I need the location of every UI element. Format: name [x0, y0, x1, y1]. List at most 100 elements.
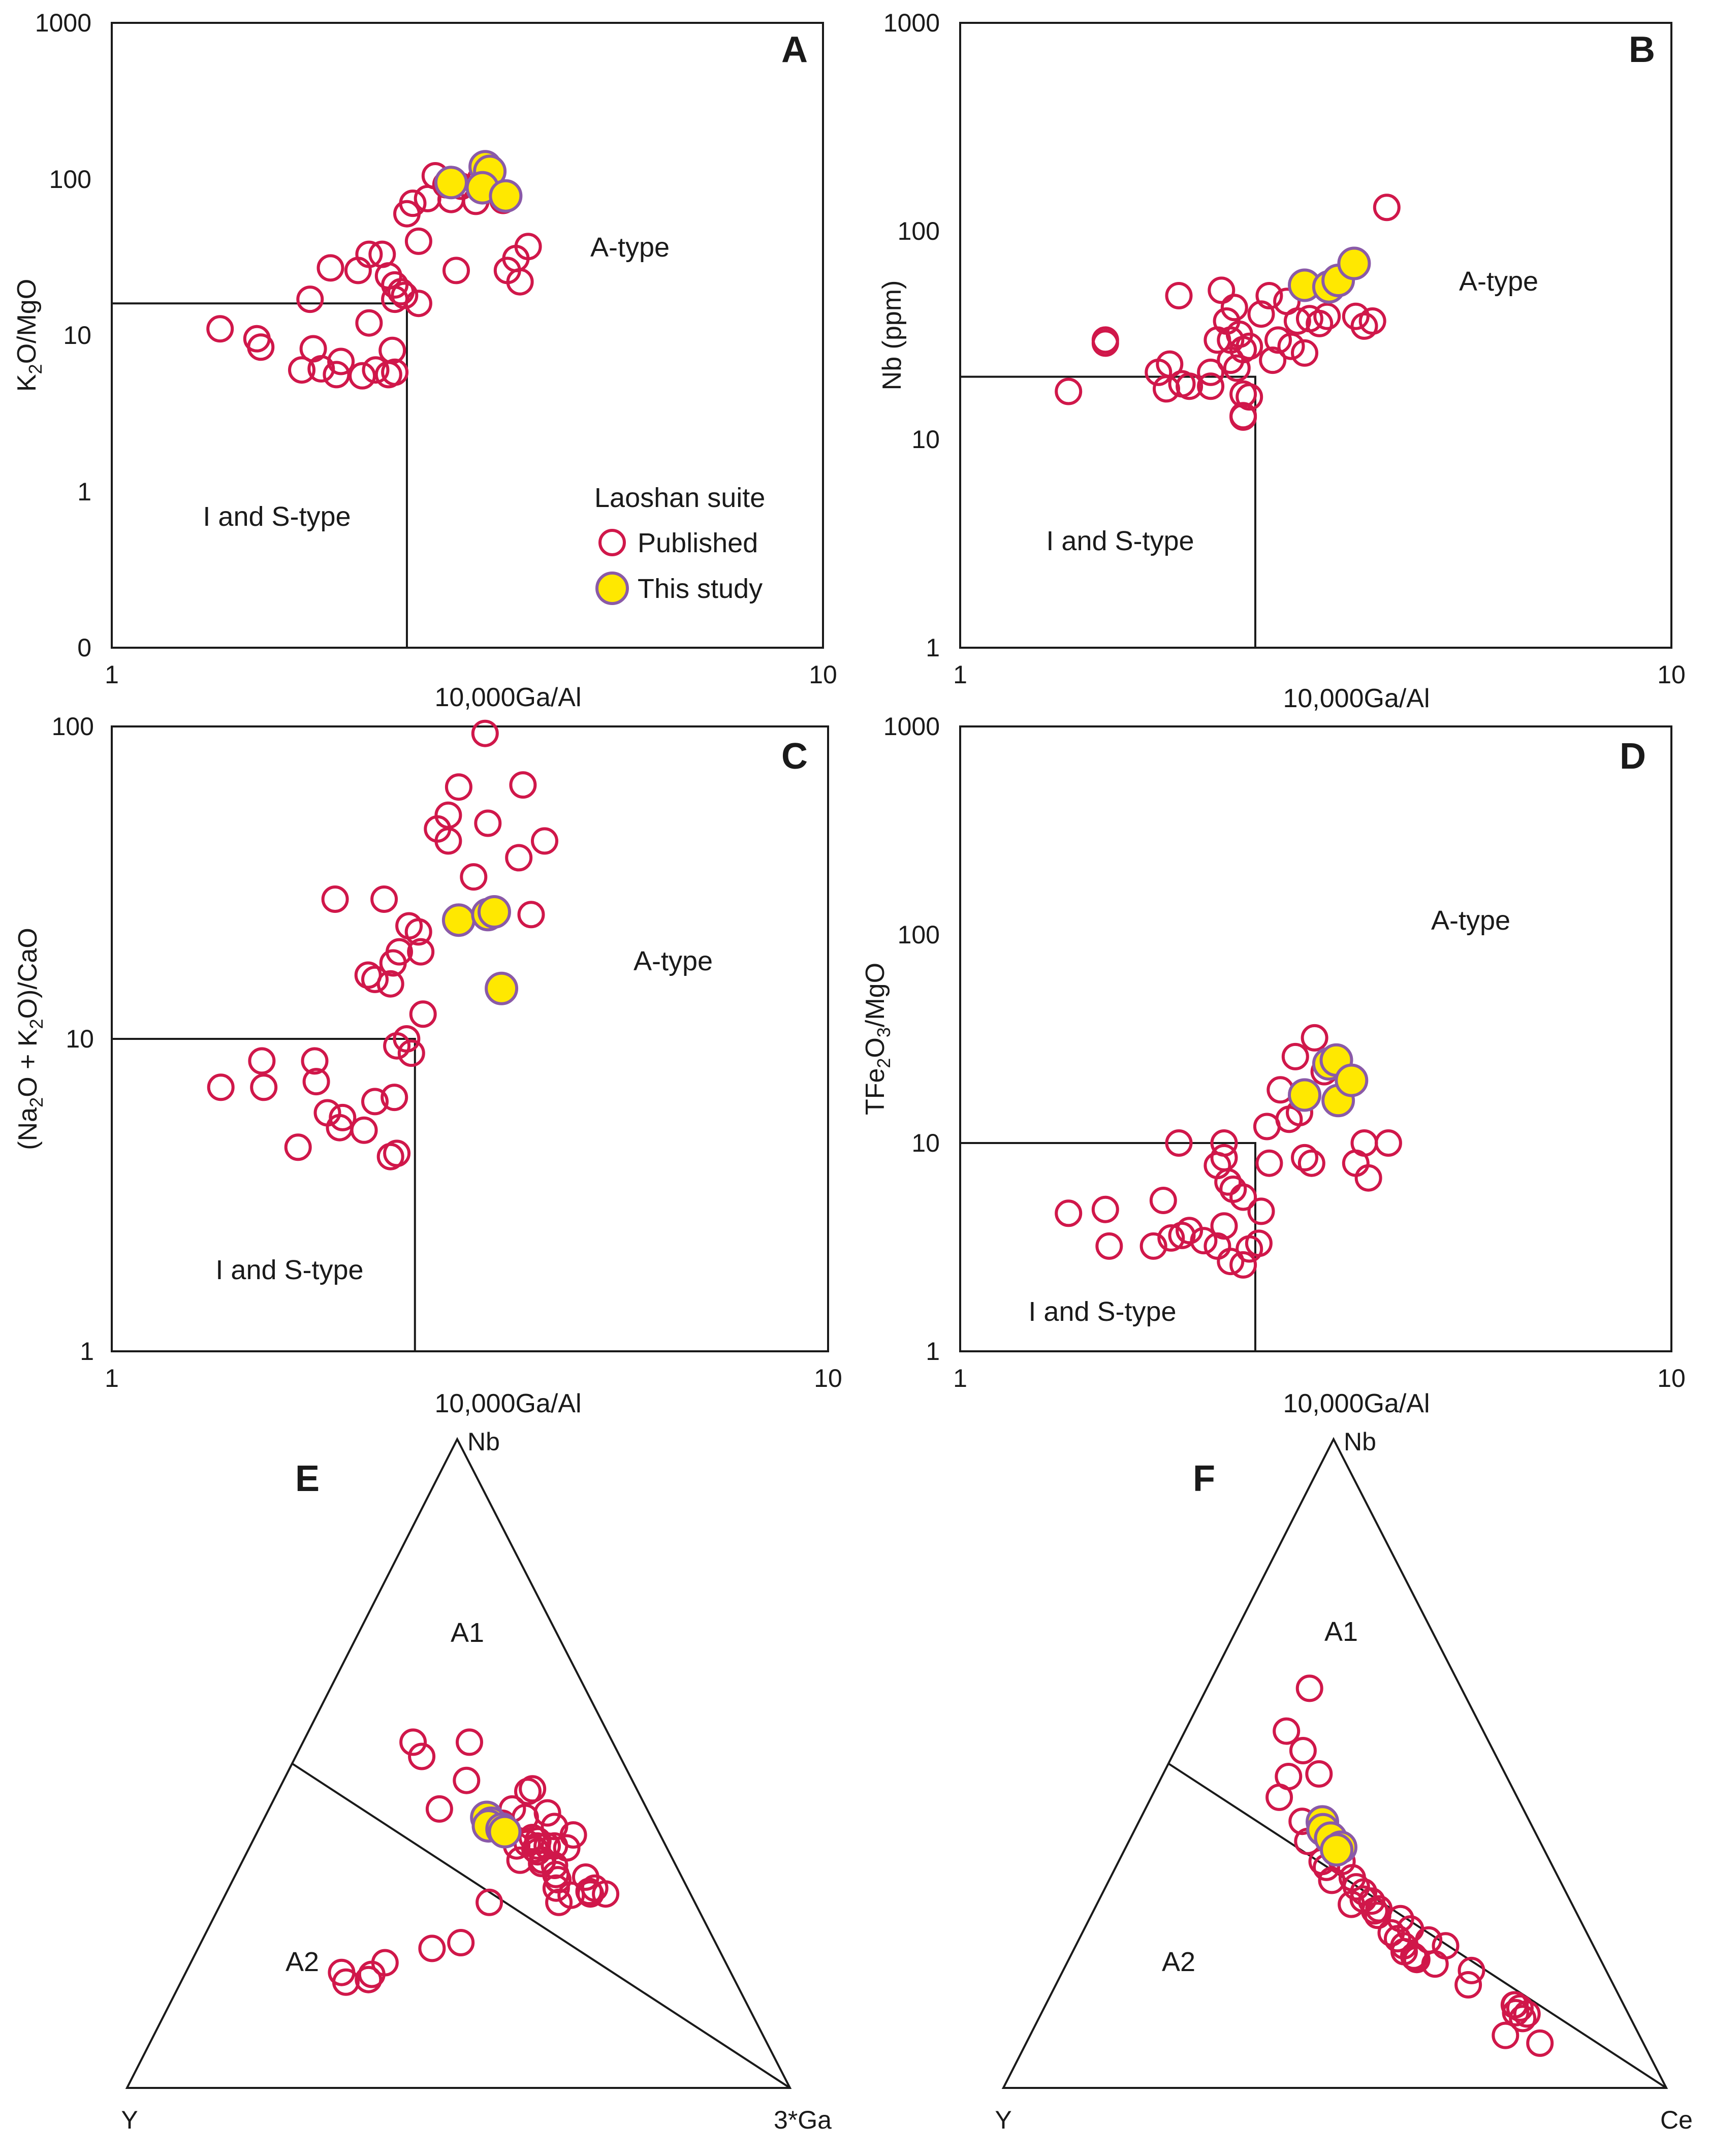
published-point [1526, 2029, 1554, 2057]
published-point [355, 240, 383, 268]
published-point [1190, 1227, 1218, 1255]
i-s-type-label: I and S-type [1046, 526, 1194, 556]
published-point [1255, 282, 1283, 309]
a-type-label: A-type [590, 232, 670, 263]
published-point [1247, 1197, 1275, 1225]
published-point [445, 773, 472, 801]
published-point [1383, 1925, 1411, 1953]
published-point [313, 1099, 341, 1127]
published-point [404, 227, 432, 255]
x-tick-label: 1 [953, 660, 967, 689]
a-type-boundary-line [960, 1142, 1256, 1351]
published-point [404, 290, 432, 318]
vertex-left-label: Y [995, 2106, 1011, 2134]
plot-frame [111, 22, 824, 649]
field-a2-label: A2 [1162, 1947, 1195, 1977]
published-point [1265, 1783, 1293, 1811]
panel-c: C 100 10 1 1 10 10,000Ga/Al (Na2O + K2O)… [13, 712, 842, 1418]
a1-a2-boundary-line [1167, 1762, 1667, 2089]
published-point [361, 1088, 389, 1116]
published-point [378, 336, 406, 364]
published-point [316, 254, 344, 282]
published-point [456, 1728, 483, 1756]
published-point [329, 1103, 357, 1131]
published-point [1374, 1129, 1402, 1157]
published-point [355, 309, 383, 337]
a1-a2-boundary-line [291, 1762, 791, 2089]
published-point [248, 1047, 276, 1075]
published-point [1373, 194, 1401, 221]
plot-frame [959, 725, 1672, 1352]
published-point [381, 1084, 408, 1112]
published-point [1386, 1905, 1414, 1932]
published-point [524, 1838, 552, 1866]
y-tick-label: 10 [63, 321, 91, 350]
published-point [442, 257, 470, 284]
panel-label: C [781, 736, 808, 777]
published-point [391, 281, 419, 309]
published-point [1305, 1760, 1333, 1788]
published-point [1432, 1932, 1460, 1960]
published-point [1055, 1199, 1083, 1227]
published-point [1492, 2021, 1519, 2049]
published-point [447, 1929, 475, 1956]
published-point [1283, 307, 1311, 335]
panel-f: F Nb Y Ce A1 A2 [995, 1428, 1693, 2134]
published-point [519, 1775, 547, 1803]
field-a1-label: A1 [451, 1618, 484, 1648]
legend: Laoshan suite Published This study [594, 483, 765, 605]
published-point [247, 333, 275, 361]
this-study-point [1335, 1063, 1369, 1097]
published-point [1165, 1129, 1193, 1157]
published-point [362, 356, 390, 384]
published-point [383, 1139, 411, 1167]
published-point [327, 347, 355, 375]
this-study-point [1288, 1078, 1321, 1112]
x-tick-label: 1 [105, 1364, 119, 1392]
y-axis-label: (Na2O + K2O)/CaO [13, 928, 47, 1150]
published-point [425, 1795, 453, 1823]
published-point [1360, 1897, 1388, 1925]
published-point [1313, 302, 1341, 330]
y-tick-label: 1 [80, 1337, 94, 1366]
published-point [1509, 2005, 1537, 2033]
a-type-boundary-line [112, 1038, 416, 1351]
y-tick-label: 1 [926, 1337, 940, 1366]
i-s-type-label: I and S-type [1028, 1296, 1176, 1327]
a-type-boundary-line [960, 375, 1256, 648]
legend-this-study-marker [595, 572, 629, 605]
y-tick-label: 10 [66, 1025, 94, 1053]
published-point [1245, 1229, 1273, 1257]
published-point [206, 315, 234, 343]
published-point [1295, 1674, 1323, 1702]
published-point [1208, 276, 1236, 304]
published-point [1165, 282, 1193, 309]
published-point [1229, 1183, 1257, 1211]
published-point [1210, 1144, 1238, 1171]
published-point [407, 938, 435, 966]
legend-this-study-label: This study [638, 574, 763, 604]
a-type-label: A-type [1431, 905, 1510, 936]
panel-label: E [295, 1459, 320, 1499]
y-tick-label: 1 [926, 633, 940, 662]
published-point [397, 1039, 425, 1067]
this-study-point [434, 166, 468, 200]
published-point [1139, 1232, 1167, 1260]
published-point [408, 1742, 436, 1770]
y-tick-label: 1 [77, 478, 91, 506]
published-point [301, 1047, 329, 1075]
published-point [505, 844, 533, 872]
published-point [399, 189, 427, 217]
vertex-left-label: Y [121, 2106, 138, 2134]
a-type-label: A-type [634, 946, 713, 976]
published-point [1217, 1248, 1245, 1276]
published-point [1306, 309, 1334, 337]
this-study-point [1337, 246, 1371, 280]
published-point [418, 1935, 446, 1962]
this-study-point [488, 1815, 522, 1849]
y-tick-label: 10 [911, 425, 940, 454]
published-point [1358, 307, 1386, 335]
published-point [1291, 1144, 1318, 1171]
published-point [1176, 1217, 1204, 1245]
panel-label: F [1193, 1459, 1215, 1499]
